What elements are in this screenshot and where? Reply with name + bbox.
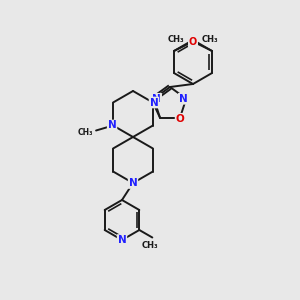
Text: CH₃: CH₃ [202, 35, 219, 44]
Text: N: N [149, 98, 158, 107]
Text: N: N [152, 94, 161, 104]
Text: O: O [189, 37, 197, 47]
Text: O: O [176, 114, 184, 124]
Text: CH₃: CH₃ [142, 241, 159, 250]
Text: CH₃: CH₃ [167, 35, 184, 44]
Text: O: O [189, 37, 197, 47]
Text: CH₃: CH₃ [78, 128, 93, 137]
Text: N: N [118, 235, 126, 245]
Text: N: N [129, 178, 137, 188]
Text: N: N [108, 121, 116, 130]
Text: N: N [179, 94, 188, 104]
